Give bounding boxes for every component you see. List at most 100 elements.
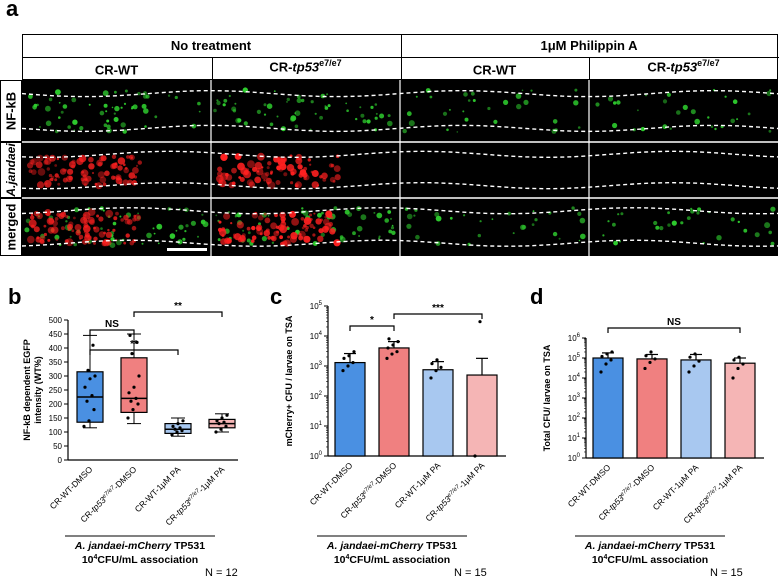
y-tick-label-8: 400 (49, 344, 63, 353)
y-tick-label-1: 101 (310, 421, 323, 431)
y-tick-label-0: 0 (58, 456, 63, 465)
data-point-0-2 (92, 408, 96, 412)
treatment-header-2: 1μM Philippin A (540, 38, 638, 53)
data-point-3-1 (478, 320, 482, 324)
data-point-3-2 (741, 362, 745, 366)
data-point-1-4 (391, 343, 395, 347)
mcherry-signal (27, 152, 341, 247)
significance-label-1: *** (432, 303, 444, 314)
y-tick-label-3: 103 (568, 393, 581, 403)
data-point-3-3 (732, 358, 736, 362)
panel-c-letter: c (270, 284, 283, 309)
data-point-0-2 (351, 360, 355, 365)
y-tick-label-4: 104 (310, 331, 323, 341)
data-point-0-0 (341, 369, 345, 373)
genotype-header-2: CR-tp53e7/e7 (269, 58, 342, 75)
bar-2 (422, 369, 454, 457)
data-point-3-5 (215, 419, 219, 423)
footer-concentration: 104CFU/mL association (82, 554, 198, 566)
data-point-1-1 (648, 360, 652, 365)
data-point-3-0 (473, 454, 477, 458)
data-point-1-10 (128, 333, 132, 337)
bar-1 (636, 358, 668, 459)
y-tick-label-7: 350 (49, 358, 63, 367)
data-point-1-4 (134, 396, 138, 400)
data-point-1-9 (135, 340, 139, 344)
y-tick-label-5: 105 (310, 301, 323, 311)
treatment-header-1: No treatment (170, 38, 252, 53)
data-point-0-7 (93, 374, 97, 378)
x-tick-label-2: CR-WT-1μM PA (133, 464, 183, 514)
significance-label-2: ** (174, 301, 182, 312)
bar-1 (378, 347, 410, 457)
significance-bracket-1 (89, 349, 179, 355)
data-point-1-5 (127, 391, 131, 395)
y-tick-label-0: 100 (310, 451, 323, 461)
bar-3 (466, 374, 498, 457)
scale-bar (167, 248, 207, 251)
data-point-0-3 (342, 356, 346, 360)
sample-size-label: N = 15 (710, 567, 743, 579)
data-point-1-6 (387, 337, 391, 341)
data-point-0-1 (87, 419, 91, 423)
data-point-2-4 (693, 352, 697, 356)
data-point-0-4 (90, 394, 94, 398)
y-tick-label-10: 500 (49, 316, 63, 325)
chart-c-bar-chart: mCherry+ CFU / larvae on TSA 100 101 102 103… (284, 301, 506, 579)
y-tick-label-9: 450 (49, 330, 63, 339)
significance-label-0: * (370, 315, 374, 326)
data-point-0-0 (599, 370, 603, 374)
data-point-1-5 (396, 340, 400, 344)
y-tick-label-2: 100 (49, 428, 63, 437)
row-label-nfkb: NF-kB (0, 80, 22, 142)
data-point-2-3 (688, 355, 692, 359)
data-point-1-8 (130, 352, 134, 356)
significance-bracket-1 (393, 313, 483, 319)
data-point-1-3 (644, 354, 648, 358)
significance-label-0: NS (667, 317, 681, 328)
data-point-3-0 (731, 376, 735, 380)
footer-concentration: 104CFU/mL association (592, 554, 708, 566)
sample-size-label: N = 15 (454, 567, 487, 579)
data-point-2-2 (180, 429, 184, 433)
data-point-1-0 (126, 416, 130, 420)
panel-a-header-grid (22, 34, 779, 81)
y-tick-label-4: 104 (568, 373, 581, 383)
data-point-3-6 (220, 416, 224, 420)
data-point-3-7 (225, 413, 229, 417)
footer-strain: A. jandaei-mCherry TP531 (326, 540, 457, 552)
data-point-2-0 (687, 370, 691, 374)
y-tick-label-2: 102 (568, 413, 581, 423)
data-point-2-2 (697, 359, 701, 363)
footer-concentration: 104CFU/mL association (334, 554, 450, 566)
y-axis-label: mCherry+ CFU / larvae on TSA (284, 315, 294, 446)
data-point-2-6 (176, 422, 180, 426)
data-point-2-4 (435, 358, 439, 362)
data-point-1-3 (386, 346, 390, 350)
x-tick-label-0: CR-WT-DMSO (308, 460, 355, 507)
genotype-header-3: CR-WT (472, 62, 517, 78)
data-point-0-2 (609, 358, 613, 362)
data-point-1-2 (395, 350, 399, 354)
genotype-header-4: CR-tp53e7/e7 (647, 58, 720, 75)
x-tick-label-0: CR-WT-DMSO (566, 462, 613, 509)
data-point-2-3 (430, 362, 434, 366)
data-point-0-1 (604, 362, 608, 366)
genotype-header-1: CR-WT (94, 62, 139, 78)
chart-b-box-plot: NF-kB dependent EGFPintensity (WT%) 0 50 10… (22, 301, 238, 579)
data-point-0-3 (85, 399, 89, 403)
data-point-0-8 (86, 368, 90, 372)
data-point-2-1 (692, 364, 696, 368)
significance-bracket-2 (133, 311, 223, 317)
data-point-1-0 (643, 366, 647, 371)
row-label-ajandaei: A.jandaei (0, 142, 22, 198)
y-tick-label-3: 150 (49, 414, 63, 423)
data-point-2-1 (434, 369, 438, 373)
data-point-2-1 (175, 430, 179, 434)
y-axis-label: Total CFU/ larvae on TSA (542, 344, 552, 451)
data-point-3-0 (214, 430, 218, 434)
data-point-2-3 (173, 427, 177, 431)
data-point-3-4 (222, 420, 226, 424)
panel-d-letter: d (530, 284, 544, 309)
y-tick-label-5: 250 (49, 386, 63, 395)
